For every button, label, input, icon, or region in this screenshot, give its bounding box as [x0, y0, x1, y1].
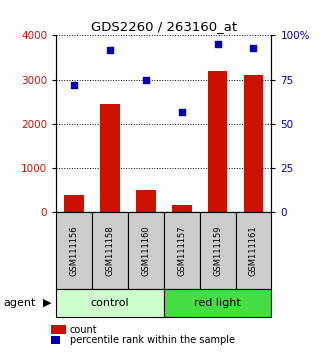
Bar: [236, 212, 271, 289]
Text: GSM111159: GSM111159: [213, 225, 222, 276]
Point: [143, 77, 149, 82]
Bar: [56, 289, 164, 317]
Bar: [64, 195, 84, 212]
Text: red light: red light: [194, 298, 241, 308]
Text: percentile rank within the sample: percentile rank within the sample: [70, 335, 234, 345]
Bar: [164, 289, 271, 317]
Text: agent: agent: [3, 298, 36, 308]
Bar: [136, 190, 156, 212]
Text: GSM111158: GSM111158: [106, 225, 115, 276]
Point: [107, 47, 113, 52]
Text: count: count: [70, 325, 97, 335]
Bar: [100, 104, 120, 212]
Bar: [164, 212, 200, 289]
Point: [71, 82, 77, 88]
Text: GSM111156: GSM111156: [70, 225, 79, 276]
Point: [251, 45, 256, 51]
Title: GDS2260 / 263160_at: GDS2260 / 263160_at: [91, 20, 237, 33]
Text: control: control: [91, 298, 129, 308]
Point: [179, 109, 184, 114]
Bar: [128, 212, 164, 289]
Bar: [56, 212, 92, 289]
Bar: [244, 75, 263, 212]
Bar: [92, 212, 128, 289]
Bar: [200, 212, 236, 289]
Bar: [208, 71, 227, 212]
Text: GSM111161: GSM111161: [249, 225, 258, 276]
Bar: [172, 205, 192, 212]
Text: GSM111160: GSM111160: [141, 225, 150, 276]
Point: [215, 41, 220, 47]
Text: GSM111157: GSM111157: [177, 225, 186, 276]
Text: ▶: ▶: [43, 298, 52, 308]
